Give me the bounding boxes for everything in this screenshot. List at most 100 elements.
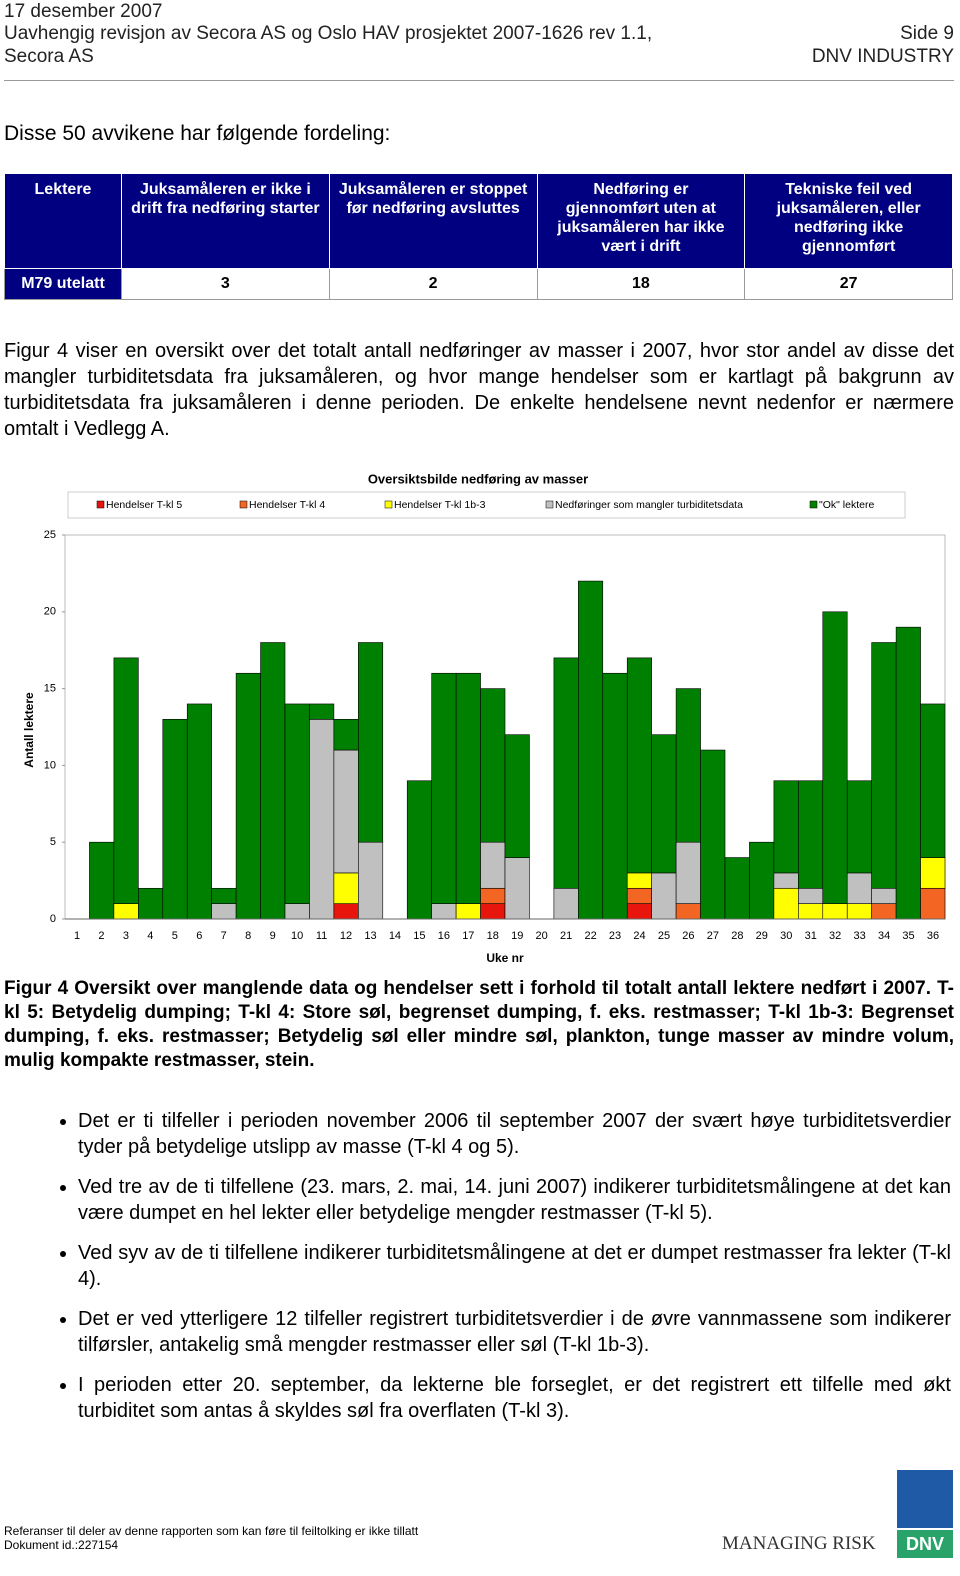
bar-segment: [333, 749, 359, 874]
bar-segment: [773, 780, 799, 874]
x-tick-label: 32: [829, 930, 841, 942]
legend-label: Hendelser T-kl 5: [106, 499, 182, 511]
bar-segment: [504, 857, 530, 920]
bullet: Ved syv av de ti tilfellene indikerer tu…: [78, 1240, 951, 1292]
legend-box: [67, 491, 906, 519]
bar-segment: [724, 857, 750, 920]
bar-segment: [798, 780, 824, 889]
x-tick-label: 35: [902, 930, 914, 942]
x-tick-label: 15: [413, 930, 425, 942]
chart-title: Oversiktsbilde nedføring av masser: [368, 471, 588, 486]
x-tick-label: 9: [270, 930, 276, 942]
x-tick-label: 4: [147, 930, 153, 942]
bar-segment: [675, 841, 701, 904]
legend-label: Nedføringer som mangler turbiditetsdata: [555, 499, 743, 511]
td: 18: [536, 268, 746, 300]
legend-label: "Ok" lektere: [819, 499, 874, 511]
caption: Figur 4 Oversikt over manglende data og …: [4, 978, 954, 1071]
paragraph: Figur 4 viser en oversikt over det total…: [4, 340, 954, 440]
bar-segment: [480, 887, 506, 904]
bar-segment: [920, 703, 946, 858]
x-tick-label: 10: [291, 930, 303, 942]
x-tick-label: 11: [316, 930, 327, 942]
bar-segment: [235, 672, 261, 920]
th: Juksamåleren er stoppet før nedføring av…: [328, 173, 538, 269]
bar-segment: [358, 642, 384, 843]
x-tick-label: 34: [878, 930, 890, 942]
legend-swatch: [545, 500, 554, 509]
x-tick-label: 2: [98, 930, 104, 942]
bar-segment: [162, 719, 188, 920]
bar-segment: [113, 657, 139, 904]
legend-swatch: [809, 500, 818, 509]
x-tick-label: 6: [196, 930, 202, 942]
bar-segment: [480, 688, 506, 843]
bar-segment: [431, 903, 457, 920]
bar-segment: [455, 903, 481, 920]
x-tick-label: 21: [560, 930, 572, 942]
td: 27: [744, 268, 953, 300]
x-tick-label: 13: [364, 930, 376, 942]
table: Lektere Juksamåleren er ikke i drift fra …: [4, 173, 953, 300]
y-axis-label: Antall lektere: [22, 692, 36, 768]
x-tick-label: 3: [123, 930, 129, 942]
y-tick-label: 20: [44, 606, 56, 618]
client: Secora AS: [4, 46, 94, 67]
bar-segment: [895, 626, 921, 920]
legend-swatch: [384, 500, 393, 509]
bar-segment: [309, 703, 335, 720]
bar-segment: [798, 887, 824, 904]
x-tick-label: 5: [172, 930, 178, 942]
bar-segment: [920, 887, 946, 920]
y-tick-label: 15: [44, 683, 56, 695]
x-tick-label: 36: [927, 930, 939, 942]
x-tick-label: 23: [609, 930, 621, 942]
bar-segment: [822, 611, 848, 904]
td: 2: [328, 268, 538, 300]
y-tick-label: 5: [50, 836, 56, 848]
bar-segment: [480, 841, 506, 889]
x-tick-label: 29: [756, 930, 768, 942]
logo-icon: [897, 1470, 953, 1528]
bar-segment: [333, 872, 359, 904]
x-axis-label: Uke nr: [486, 951, 524, 965]
x-tick-label: 26: [682, 930, 694, 942]
x-tick-label: 25: [658, 930, 670, 942]
x-tick-label: 28: [731, 930, 743, 942]
bar-segment: [871, 642, 897, 889]
bullet-list: Det er ti tilfeller i perioden november …: [40, 1108, 951, 1438]
bar-segment: [553, 887, 579, 920]
x-tick-label: 20: [536, 930, 548, 942]
bar-segment: [846, 872, 872, 904]
bar-segment: [333, 903, 359, 920]
chart: Oversiktsbilde nedføring av masser Antal…: [22, 471, 946, 965]
x-tick-label: 17: [462, 930, 474, 942]
bar-segment: [798, 903, 824, 920]
x-tick-label: 24: [633, 930, 645, 942]
bar-segment: [480, 903, 506, 920]
bar-segment: [920, 857, 946, 889]
bar-segment: [211, 887, 237, 904]
x-tick-label: 19: [511, 930, 523, 942]
bar-segment: [406, 780, 432, 920]
bar-segment: [186, 703, 212, 920]
x-tick-label: 16: [438, 930, 450, 942]
doc-id: Dokument id.:227154: [4, 1538, 119, 1552]
bar-segment: [333, 719, 359, 751]
intro: Disse 50 avvikene har følgende fordeling…: [4, 122, 391, 145]
td: 3: [121, 268, 330, 300]
y-tick-label: 0: [50, 913, 56, 925]
bar-segment: [749, 841, 775, 920]
bar-segment: [626, 657, 652, 874]
x-tick-label: 7: [221, 930, 227, 942]
bar-segment: [675, 688, 701, 843]
bar-segment: [822, 903, 848, 920]
page-number: Side 9: [900, 23, 954, 44]
bar-segment: [602, 672, 628, 920]
bar-segment: [284, 703, 310, 904]
x-tick-label: 33: [854, 930, 866, 942]
bar-segment: [626, 903, 652, 920]
bar-segment: [700, 749, 726, 920]
bullet: Det er ti tilfeller i perioden november …: [78, 1108, 951, 1160]
